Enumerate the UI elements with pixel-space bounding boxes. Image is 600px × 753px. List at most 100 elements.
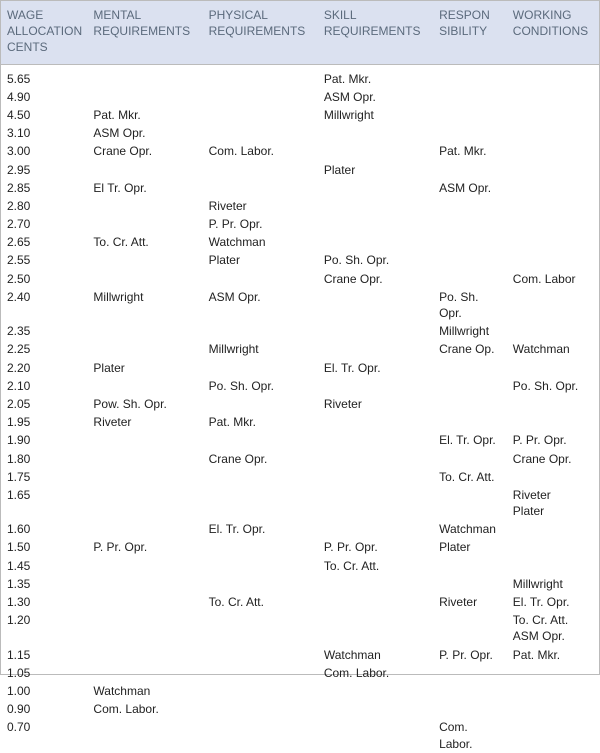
table-cell: 1.65 — [1, 486, 87, 520]
table-cell — [507, 161, 599, 179]
col-header: PHYSICAL REQUIREMENTS — [203, 1, 318, 64]
table-cell — [87, 322, 202, 340]
table-cell — [507, 179, 599, 197]
table-cell: 2.80 — [1, 197, 87, 215]
col-header: RESPON SIBILITY — [433, 1, 507, 64]
table-cell: Pat. Mkr. — [203, 413, 318, 431]
table-cell: Com. Labor. — [203, 142, 318, 160]
table-cell — [433, 106, 507, 124]
table-cell — [318, 520, 433, 538]
table-cell — [507, 538, 599, 556]
table-cell — [318, 124, 433, 142]
table-cell — [507, 322, 599, 340]
table-cell: El. Tr. Opr. — [203, 520, 318, 538]
table-row: 2.55PlaterPo. Sh. Opr. — [1, 251, 599, 269]
table-cell — [87, 251, 202, 269]
table-cell — [433, 197, 507, 215]
table-cell: Millwright — [507, 575, 599, 593]
table-cell: 1.15 — [1, 646, 87, 664]
table-cell: Plater — [203, 251, 318, 269]
table-cell: Watchman — [203, 233, 318, 251]
table-cell: 2.65 — [1, 233, 87, 251]
table-cell: ASM Opr. — [87, 124, 202, 142]
table-row: 1.20To. Cr. Att. ASM Opr. — [1, 611, 599, 645]
table-cell — [433, 700, 507, 718]
table-cell — [87, 718, 202, 752]
table-cell: Riveter — [203, 197, 318, 215]
table-cell: El. Tr. Opr. — [507, 593, 599, 611]
table-cell: Crane Opr. — [507, 450, 599, 468]
table-cell — [433, 88, 507, 106]
table-cell: Com. Labor. — [87, 700, 202, 718]
table-cell — [507, 124, 599, 142]
table-cell: 2.20 — [1, 359, 87, 377]
table-cell: Pat. Mkr. — [507, 646, 599, 664]
table-cell — [318, 700, 433, 718]
table-cell — [203, 124, 318, 142]
table-cell: Po. Sh. Opr. — [318, 251, 433, 269]
table-cell — [203, 646, 318, 664]
table-cell — [87, 64, 202, 88]
table-cell — [203, 64, 318, 88]
table-cell: To. Cr. Att. — [433, 468, 507, 486]
table-cell: P. Pr. Opr. — [87, 538, 202, 556]
table-cell — [433, 64, 507, 88]
table-cell — [318, 142, 433, 160]
table-row: 1.45To. Cr. Att. — [1, 557, 599, 575]
table-cell — [87, 520, 202, 538]
table-row: 1.75 To. Cr. Att. — [1, 468, 599, 486]
table-row: 4.50Pat. Mkr.Millwright — [1, 106, 599, 124]
table-cell — [507, 557, 599, 575]
table-row: 2.85El Tr. Opr.ASM Opr. — [1, 179, 599, 197]
table-cell: 1.80 — [1, 450, 87, 468]
table-row: 1.15WatchmanP. Pr. Opr.Pat. Mkr. — [1, 646, 599, 664]
table-row: 2.25MillwrightCrane Op.Watchman — [1, 340, 599, 358]
table-cell: 1.45 — [1, 557, 87, 575]
table-cell — [433, 664, 507, 682]
table-cell: 2.35 — [1, 322, 87, 340]
table-cell: 2.70 — [1, 215, 87, 233]
table-row: 2.70 P. Pr. Opr. — [1, 215, 599, 233]
table-row: 1.35Millwright — [1, 575, 599, 593]
table-cell: 0.70 — [1, 718, 87, 752]
table-cell: 1.00 — [1, 682, 87, 700]
table-cell — [433, 611, 507, 645]
table-cell: ASM Opr. — [433, 179, 507, 197]
table-cell — [318, 215, 433, 233]
table-cell: El. Tr. Opr. — [433, 431, 507, 449]
table-cell — [203, 664, 318, 682]
table-header: WAGE ALLOCATION CENTS MENTAL REQUIREMENT… — [1, 1, 599, 64]
table-row: 1.50P. Pr. Opr.P. Pr. Opr.Plater — [1, 538, 599, 556]
table-cell — [318, 718, 433, 752]
table-cell: 2.25 — [1, 340, 87, 358]
table-cell — [433, 450, 507, 468]
table-cell — [203, 611, 318, 645]
table-cell: Watchman — [507, 340, 599, 358]
table-cell: Crane Opr. — [203, 450, 318, 468]
table-cell: Riveter Plater — [507, 486, 599, 520]
table-cell — [318, 179, 433, 197]
table-cell — [87, 486, 202, 520]
table-cell: 1.75 — [1, 468, 87, 486]
table-cell — [318, 682, 433, 700]
table-row: 1.60El. Tr. Opr.Watchman — [1, 520, 599, 538]
table-cell: Millwright — [203, 340, 318, 358]
table-cell — [433, 161, 507, 179]
table-row: 1.80 Crane Opr. Crane Opr. — [1, 450, 599, 468]
table-cell — [318, 233, 433, 251]
table-cell: P. Pr. Opr. — [203, 215, 318, 233]
table-cell: 2.05 — [1, 395, 87, 413]
col-header: SKILL REQUIREMENTS — [318, 1, 433, 64]
table-cell — [507, 700, 599, 718]
col-header: MENTAL REQUIREMENTS — [87, 1, 202, 64]
table-cell: Pat. Mkr. — [433, 142, 507, 160]
table-cell: Millwright — [318, 106, 433, 124]
table-cell: 1.90 — [1, 431, 87, 449]
table-cell — [203, 486, 318, 520]
table-cell — [507, 64, 599, 88]
table-cell: Po. Sh. Opr. — [507, 377, 599, 395]
col-header: WAGE ALLOCATION CENTS — [1, 1, 87, 64]
table-cell: Crane Opr. — [87, 142, 202, 160]
table-cell: Watchman — [433, 520, 507, 538]
table-cell: Plater — [318, 161, 433, 179]
